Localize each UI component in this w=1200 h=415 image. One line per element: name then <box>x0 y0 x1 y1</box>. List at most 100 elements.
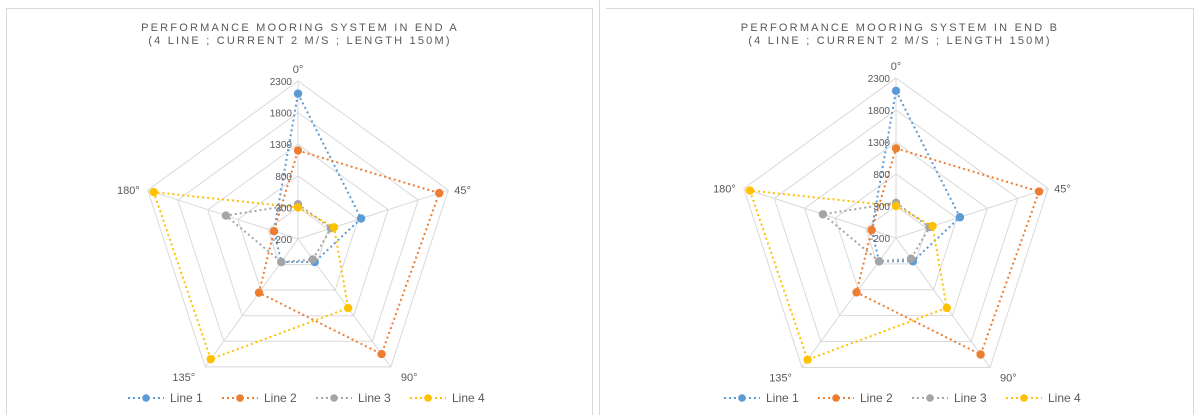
data-point <box>293 89 303 98</box>
data-point <box>803 355 812 364</box>
legend-item: Line 3 <box>912 391 987 405</box>
legend-item: Line 1 <box>724 391 799 405</box>
series-line-4 <box>152 190 350 361</box>
legend-item: Line 4 <box>1006 391 1081 405</box>
chart-title-line: PERFORMANCE MOORING SYSTEM IN END B <box>740 22 1060 34</box>
series-line-1 <box>272 90 363 264</box>
axis-spoke <box>801 237 897 368</box>
gridline-ring <box>267 206 329 266</box>
legend-item: Line 2 <box>222 391 297 405</box>
data-point <box>206 354 215 364</box>
data-point <box>928 221 937 231</box>
chart-frame <box>6 8 593 415</box>
legend-label: Line 4 <box>1048 391 1081 405</box>
legend-marker <box>330 394 338 402</box>
gridline-ring <box>177 111 419 342</box>
data-point <box>867 225 876 235</box>
gridline-ring <box>804 141 988 317</box>
axis-label: 0° <box>891 61 902 73</box>
gridline-ring <box>147 80 449 368</box>
legend-marker <box>424 394 432 402</box>
legend-marker <box>142 394 150 402</box>
axis-label: 180° <box>117 185 140 197</box>
tick-label: -200 <box>870 234 890 245</box>
tick-label: 800 <box>873 170 890 181</box>
data-point <box>356 214 366 223</box>
data-point <box>852 288 861 297</box>
gridline-ring <box>743 77 1049 368</box>
legend-label: Line 1 <box>170 391 203 405</box>
data-point <box>891 86 901 96</box>
chart-subtitle-line: (4 LINE ; CURRENT 2 M/S ; LENGTH 150M) <box>148 35 452 47</box>
axis-spoke <box>297 189 449 240</box>
chart-panel-end-b: PERFORMANCE MOORING SYSTEM IN END B (4 L… <box>600 0 1200 415</box>
tick-label: 1800 <box>868 106 891 117</box>
data-point <box>955 213 965 222</box>
data-point <box>906 254 916 263</box>
tick-label: 2300 <box>868 74 891 85</box>
data-point <box>891 144 901 153</box>
data-point <box>293 146 303 155</box>
data-point <box>1034 187 1044 196</box>
gridline-ring <box>237 175 359 291</box>
legend-marker <box>738 394 746 402</box>
legend-marker <box>236 394 244 402</box>
tick-label: 300 <box>873 202 890 213</box>
legend-label: Line 3 <box>358 391 391 405</box>
axis-label: 45° <box>1054 184 1071 196</box>
data-point <box>818 210 828 219</box>
axis-label: 0° <box>293 64 304 76</box>
chart-subtitle-line: (4 LINE ; CURRENT 2 M/S ; LENGTH 150M) <box>748 35 1052 47</box>
legend-item: Line 4 <box>410 391 485 405</box>
data-point <box>942 303 951 313</box>
data-point <box>745 186 755 195</box>
chart-title: PERFORMANCE MOORING SYSTEM IN END A (4 L… <box>0 22 600 48</box>
legend-label: Line 2 <box>264 391 297 405</box>
chart-panel-end-a: PERFORMANCE MOORING SYSTEM IN END A (4 L… <box>0 0 600 415</box>
data-point <box>293 203 303 212</box>
axis-spoke <box>204 238 299 368</box>
chart-title-line: PERFORMANCE MOORING SYSTEM IN END A <box>141 22 459 34</box>
data-point <box>308 255 318 264</box>
chart-frame <box>606 8 1194 415</box>
series-line-4 <box>748 189 948 361</box>
data-point <box>891 201 901 211</box>
legend-label: Line 1 <box>766 391 799 405</box>
data-point <box>343 303 353 313</box>
tick-label: -200 <box>272 235 292 246</box>
legend-label: Line 2 <box>860 391 893 405</box>
legend-label: Line 3 <box>954 391 987 405</box>
axis-label: 180° <box>713 184 736 196</box>
axis-label: 90° <box>1000 372 1017 384</box>
gridline-ring <box>773 109 1019 343</box>
axis-spoke <box>895 188 1049 239</box>
tick-label: 1300 <box>270 140 293 151</box>
axis-label: 45° <box>454 185 471 197</box>
data-point <box>277 257 286 267</box>
data-point <box>377 349 386 359</box>
legend-marker <box>1020 394 1028 402</box>
series-line-3 <box>820 201 931 263</box>
tick-label: 300 <box>275 203 292 214</box>
data-point <box>254 288 264 297</box>
gridline-ring <box>864 205 928 265</box>
tick-label: 800 <box>275 172 292 183</box>
legend-marker <box>926 394 934 402</box>
data-point <box>269 226 279 236</box>
data-point <box>874 257 884 266</box>
series-line-2 <box>855 147 1041 356</box>
chart-title: PERFORMANCE MOORING SYSTEM IN END B (4 L… <box>600 22 1200 48</box>
axis-label: 135° <box>769 372 792 384</box>
data-point <box>435 188 444 198</box>
legend-marker <box>832 394 840 402</box>
axis-label: 90° <box>401 372 418 384</box>
data-point <box>221 211 231 220</box>
tick-label: 1300 <box>868 138 891 149</box>
legend-label: Line 4 <box>452 391 485 405</box>
legend-item: Line 3 <box>316 391 391 405</box>
legend-item: Line 1 <box>128 391 203 405</box>
legend-item: Line 2 <box>818 391 893 405</box>
tick-label: 2300 <box>270 77 293 88</box>
